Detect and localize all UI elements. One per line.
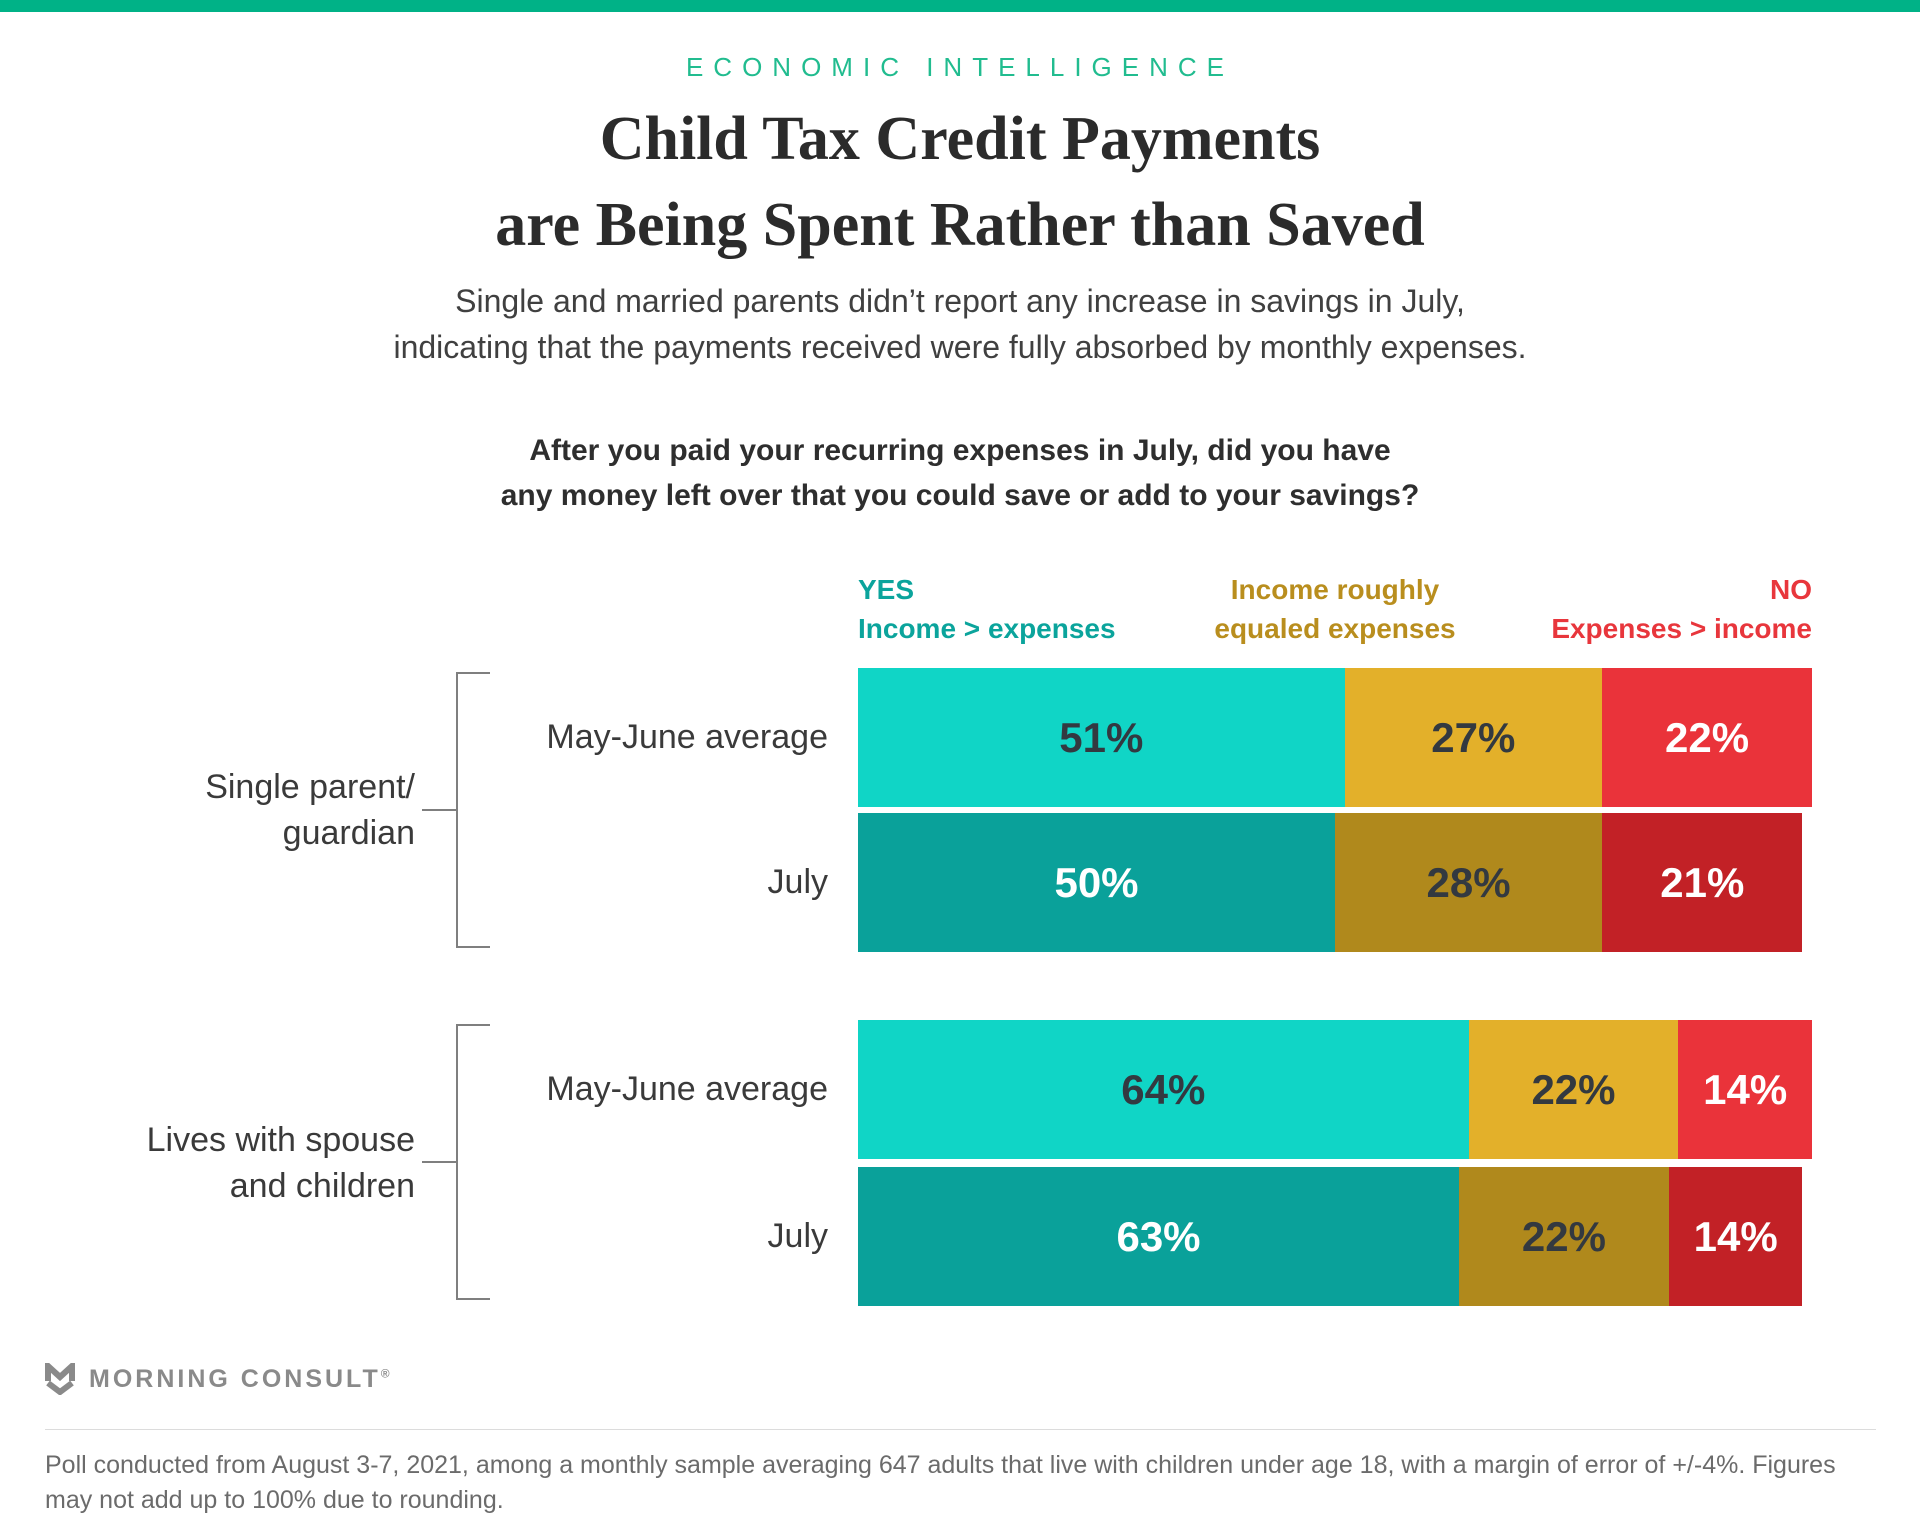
survey-question-line2: any money left over that you could save … — [500, 479, 1420, 512]
bar-value-label: 14% — [1693, 1212, 1778, 1260]
row-label-may-june: May-June average — [546, 1070, 828, 1108]
bar-segment-equal: 22% — [1468, 1020, 1679, 1159]
legend-yes-line2: Income > expenses — [858, 613, 1116, 644]
row-label-may-june: May-June average — [546, 718, 828, 756]
bar-value-label: 28% — [1426, 858, 1511, 906]
footer-divider — [45, 1429, 1876, 1430]
legend-no-line1: NO — [1770, 574, 1812, 605]
group-bracket — [456, 1024, 458, 1300]
bar-segment-yes: 51% — [858, 668, 1345, 807]
bar-row-spouse-july: 63% 22% 14% — [858, 1167, 1812, 1306]
page-subtitle-line1: Single and married parents didn’t report… — [455, 283, 1465, 319]
bar-segment-no: 22% — [1602, 668, 1812, 807]
bar-value-label: 27% — [1431, 713, 1516, 761]
page-title-line1: Child Tax Credit Payments — [599, 105, 1321, 173]
group-label-line1: Single parent/ — [205, 768, 415, 806]
morning-consult-logo-icon — [45, 1363, 75, 1395]
legend-neutral: Income roughly equaled expenses — [858, 570, 1812, 648]
page-title-line2: are Being Spent Rather than Saved — [495, 191, 1425, 259]
bar-segment-equal: 22% — [1459, 1167, 1669, 1306]
brand-wordmark: MORNING CONSULT® — [89, 1365, 393, 1394]
group-label-line2: guardian — [282, 814, 415, 852]
page-subtitle: Single and married parents didn’t report… — [0, 278, 1920, 370]
bar-value-label: 22% — [1531, 1065, 1616, 1113]
bar-segment-yes: 63% — [858, 1167, 1460, 1306]
legend-yes: YES Income > expenses — [858, 570, 1116, 648]
bar-segment-yes: 50% — [858, 813, 1335, 952]
brand-name: MORNING CONSULT — [89, 1364, 381, 1393]
group-bracket-tick-middle — [422, 1161, 456, 1163]
group-label-line2: and children — [229, 1167, 415, 1205]
row-label-july: July — [767, 863, 828, 901]
bar-value-label: 63% — [1116, 1212, 1201, 1260]
group-bracket — [456, 672, 458, 948]
bar-value-label: 64% — [1121, 1065, 1206, 1113]
page-subtitle-line2: indicating that the payments received we… — [393, 329, 1527, 365]
legend-yes-line1: YES — [858, 574, 915, 605]
brand-logo: MORNING CONSULT® — [45, 1362, 393, 1396]
bar-value-label: 14% — [1703, 1065, 1788, 1113]
group-label-lives-with-spouse: Lives with spouse and children — [35, 1117, 415, 1209]
bar-value-label: 22% — [1665, 713, 1750, 761]
methodology-footnote: Poll conducted from August 3-7, 2021, am… — [45, 1451, 1836, 1514]
group-bracket-tick-middle — [422, 809, 456, 811]
eyebrow-label: ECONOMIC INTELLIGENCE — [685, 52, 1235, 82]
bar-value-label: 50% — [1054, 858, 1139, 906]
bar-segment-yes: 64% — [858, 1020, 1469, 1159]
legend-neutral-line1: Income roughly — [1230, 574, 1440, 605]
group-bracket-tick-bottom — [456, 946, 490, 948]
bar-row-single-parent-may-june: 51% 27% 22% — [858, 668, 1812, 807]
registered-mark: ® — [380, 1366, 393, 1381]
group-label-single-parent: Single parent/ guardian — [35, 764, 415, 856]
group-bracket-tick-bottom — [456, 1298, 490, 1300]
bar-row-single-parent-july: 50% 28% 21% — [858, 813, 1812, 952]
bar-value-label: 22% — [1521, 1212, 1606, 1260]
survey-question: After you paid your recurring expenses i… — [0, 428, 1920, 518]
legend-neutral-line2: equaled expenses — [1214, 613, 1456, 644]
bar-value-label: 21% — [1660, 858, 1745, 906]
bar-row-spouse-may-june: 64% 22% 14% — [858, 1020, 1812, 1159]
survey-question-line1: After you paid your recurring expenses i… — [529, 434, 1391, 467]
group-bracket-tick-top — [456, 1024, 490, 1026]
group-label-line1: Lives with spouse — [146, 1121, 415, 1159]
bar-segment-no: 14% — [1668, 1167, 1803, 1306]
group-bracket-tick-top — [456, 672, 490, 674]
legend-no: NO Expenses > income — [1551, 570, 1812, 648]
bar-value-label: 51% — [1059, 713, 1144, 761]
bar-segment-equal: 27% — [1344, 668, 1603, 807]
top-accent-bar — [0, 0, 1920, 12]
page-title: Child Tax Credit Payments are Being Spen… — [0, 96, 1920, 268]
legend-no-line2: Expenses > income — [1551, 613, 1812, 644]
row-label-july: July — [767, 1217, 828, 1255]
bar-segment-equal: 28% — [1335, 813, 1603, 952]
bar-segment-no: 14% — [1678, 1020, 1812, 1159]
bar-segment-no: 21% — [1602, 813, 1803, 952]
